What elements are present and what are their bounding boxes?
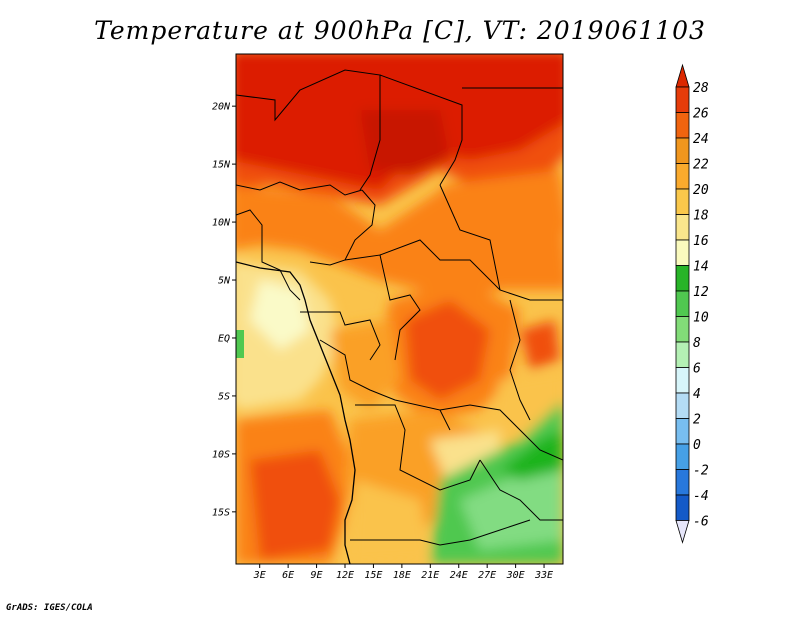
lon-label: 6E — [282, 570, 294, 581]
colorbar-box — [675, 469, 690, 496]
lat-label: 15S — [212, 507, 230, 518]
colorbar-label: -2 — [693, 464, 709, 479]
colorbar-label: 14 — [693, 260, 709, 275]
lon-label: 27E — [478, 570, 496, 581]
lon-label: 30E — [506, 570, 525, 581]
lon-label: 33E — [534, 570, 553, 581]
colorbar-label: 8 — [693, 336, 701, 351]
coastline — [236, 261, 356, 564]
colorbar-box — [675, 86, 690, 113]
colorbar-box — [675, 239, 690, 266]
colorbar-box — [675, 188, 690, 215]
latitude-axis: 20N 15N 10N 5N EQ 5S 10S 15S — [212, 102, 236, 518]
lon-label: 15E — [364, 570, 382, 581]
colorbar-label: 16 — [693, 234, 709, 249]
colorbar-label: 10 — [693, 311, 709, 326]
colorbar-box — [675, 137, 690, 164]
colorbar-box — [675, 163, 690, 190]
colorbar-box — [675, 112, 690, 139]
colorbar-box — [675, 367, 690, 394]
colorbar-box — [675, 494, 690, 521]
lon-label: 9E — [311, 570, 323, 581]
colorbar-box — [675, 290, 690, 317]
colorbar-label: -4 — [693, 489, 709, 504]
colorbar-label: 12 — [693, 285, 709, 300]
colorbar-label: 18 — [693, 209, 709, 224]
lon-label: 24E — [450, 570, 468, 581]
temperature-field — [236, 54, 563, 564]
colorbar-label: 4 — [693, 387, 701, 402]
colorbar-label: 20 — [693, 183, 709, 198]
lat-label: 10S — [212, 449, 230, 460]
colorbar-box — [675, 443, 690, 470]
colorbar-label: 0 — [693, 438, 701, 453]
lat-label: 20N — [212, 102, 231, 113]
lon-label: 21E — [421, 570, 439, 581]
colorbar-box — [675, 316, 690, 343]
colorbar-label: 26 — [693, 107, 709, 122]
country-borders — [236, 69, 563, 546]
colorbar-bottom-tip — [675, 520, 690, 544]
colorbar-label: 28 — [693, 81, 709, 96]
lat-label: 10N — [212, 218, 231, 229]
lat-label: 5N — [218, 276, 231, 287]
colorbar-box — [675, 341, 690, 368]
colorbar-box — [675, 265, 690, 292]
colorbar-box — [675, 418, 690, 445]
colorbar-box — [675, 392, 690, 419]
colorbar-label: 24 — [693, 132, 709, 147]
lat-label: 5S — [218, 391, 230, 402]
map-frame — [235, 53, 564, 565]
lat-label: 15N — [212, 160, 231, 171]
colorbar-label: 2 — [693, 413, 701, 428]
colorbar-label: 6 — [693, 362, 701, 377]
colorbar-top-tip — [675, 63, 690, 88]
longitude-axis: 3E 6E 9E 12E 15E 18E 21E 24E 27E 30E 33E — [253, 564, 553, 581]
chart-title: Temperature at 900hPa [C], VT: 201906110… — [94, 16, 706, 45]
lat-label: EQ — [218, 333, 230, 344]
colorbar-label: -6 — [693, 515, 709, 530]
grads-credit: GrADS: IGES/COLA — [6, 603, 93, 613]
colorbar-box — [675, 214, 690, 241]
colorbar-label: 22 — [693, 158, 709, 173]
lon-label: 3E — [253, 570, 266, 581]
lon-label: 12E — [336, 570, 354, 581]
lon-label: 18E — [393, 570, 411, 581]
